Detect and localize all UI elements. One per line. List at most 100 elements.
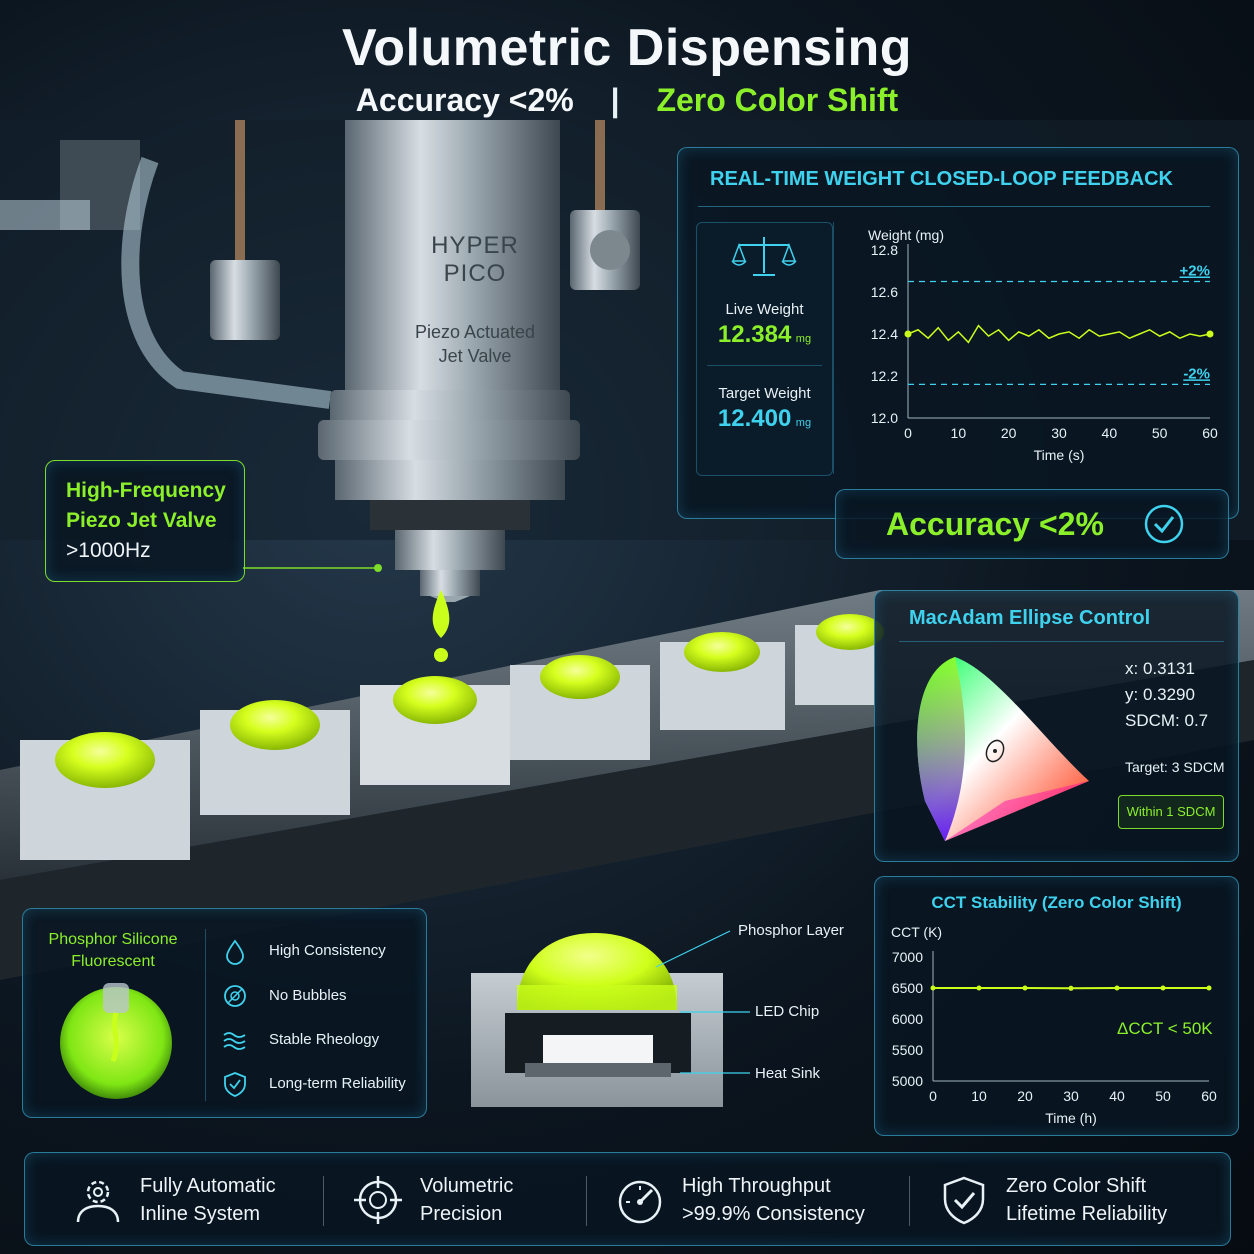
cct-panel: CCT Stability (Zero Color Shift) 5000 550… bbox=[874, 876, 1239, 1136]
x-tick-label: 40 bbox=[1102, 425, 1118, 441]
bottom-item-line2: Precision bbox=[420, 1203, 503, 1225]
bottom-item-line2: Inline System bbox=[140, 1203, 261, 1225]
x-tick-label: 50 bbox=[1155, 1088, 1171, 1104]
weight-panel-divider bbox=[698, 206, 1210, 207]
bottom-item-line1: Zero Color Shift bbox=[1006, 1175, 1147, 1197]
accuracy-badge-text: Accuracy <2% bbox=[886, 506, 1104, 542]
macadam-x: x: 0.3131 bbox=[1125, 659, 1195, 678]
x-tick-label: 60 bbox=[1201, 1088, 1217, 1104]
y-axis-label: Weight (mg) bbox=[868, 227, 944, 243]
phosphor-dish-image bbox=[60, 983, 172, 1099]
subtitle-separator: | bbox=[610, 82, 620, 118]
target-weight-value: 12.400 bbox=[717, 405, 792, 432]
macadam-panel: MacAdam Ellipse Control x: 0.3131 y: 0.3… bbox=[874, 590, 1239, 862]
bottom-divider bbox=[909, 1176, 910, 1226]
weight-readout-box: Live Weight 12.384 mg Target Weight 12.4… bbox=[696, 222, 833, 476]
data-point bbox=[930, 985, 936, 991]
bottom-item-throughput: High Throughput >99.9% Consistency bbox=[614, 1160, 865, 1240]
feature-label: Long-term Reliability bbox=[269, 1075, 406, 1092]
feature-label: Stable Rheology bbox=[269, 1031, 380, 1048]
valve-callout: High-Frequency Piezo Jet Valve >1000Hz bbox=[45, 460, 245, 582]
valve-callout-line2: Piezo Jet Valve bbox=[66, 509, 217, 532]
cie-diagram bbox=[917, 657, 1089, 841]
x-tick-label: 20 bbox=[1001, 425, 1017, 441]
x-axis-label: Time (s) bbox=[1034, 447, 1085, 463]
led-diagram-leaders bbox=[655, 930, 750, 1074]
check-circle-icon bbox=[1144, 504, 1184, 544]
valve-callout-line3: >1000Hz bbox=[66, 539, 151, 562]
live-weight-unit: mg bbox=[795, 333, 812, 345]
x-tick-label: 0 bbox=[904, 425, 912, 441]
macadam-target: Target: 3 SDCM bbox=[1125, 759, 1225, 775]
x-axis-label: Time (h) bbox=[1045, 1110, 1097, 1126]
valve-brand-line1: HYPER bbox=[431, 232, 519, 259]
bottom-divider bbox=[586, 1176, 587, 1226]
data-point bbox=[1206, 985, 1212, 991]
weight-feedback-panel: REAL-TIME WEIGHT CLOSED-LOOP FEEDBACK Li… bbox=[677, 147, 1239, 519]
x-tick-label: 50 bbox=[1152, 425, 1168, 441]
valve-model-line2: Jet Valve bbox=[438, 346, 512, 366]
phosphor-title-line2: Fluorescent bbox=[71, 953, 155, 970]
accuracy-badge: Accuracy <2% bbox=[835, 489, 1229, 559]
bottom-divider bbox=[323, 1176, 324, 1226]
shield-check-icon bbox=[943, 1176, 985, 1225]
x-tick-label: 10 bbox=[971, 1088, 987, 1104]
series-line bbox=[907, 324, 1211, 344]
valve-brand-line2: PICO bbox=[443, 260, 507, 287]
y-tick-label: 12.0 bbox=[871, 410, 898, 426]
macadam-divider bbox=[899, 641, 1224, 642]
x-tick-label: 0 bbox=[929, 1088, 937, 1104]
subtitle-accuracy: Accuracy <2% bbox=[355, 82, 574, 118]
heat-sink-label: Heat Sink bbox=[755, 1065, 821, 1082]
target-weight-readout: 12.400 mg bbox=[697, 405, 832, 433]
delta-cct: ΔCCT < 50K bbox=[1117, 1019, 1213, 1038]
y-tick-label: 5500 bbox=[892, 1042, 923, 1058]
macadam-sdcm: SDCM: 0.7 bbox=[1125, 711, 1209, 730]
cct-title: CCT Stability (Zero Color Shift) bbox=[931, 893, 1182, 912]
feature-label: High Consistency bbox=[269, 942, 386, 959]
phosphor-divider bbox=[205, 929, 206, 1101]
x-tick-label: 30 bbox=[1051, 425, 1067, 441]
phosphor-panel: Phosphor Silicone Fluorescent High Consi… bbox=[22, 908, 427, 1118]
tolerance-label: +2% bbox=[1180, 263, 1210, 280]
bottom-item-line1: Fully Automatic bbox=[140, 1175, 276, 1197]
feature-item: High Consistency bbox=[221, 937, 421, 967]
x-tick-label: 60 bbox=[1202, 425, 1218, 441]
valve-callout-line1: High-Frequency bbox=[66, 479, 226, 502]
within-sdcm-badge: Within 1 SDCM bbox=[1118, 795, 1224, 829]
phosphor-layer-label: Phosphor Layer bbox=[738, 922, 844, 939]
x-tick-label: 40 bbox=[1109, 1088, 1125, 1104]
data-point bbox=[976, 985, 982, 991]
gear-person-icon bbox=[76, 1180, 120, 1223]
subtitle-color-shift: Zero Color Shift bbox=[656, 82, 899, 118]
y-axis-label: CCT (K) bbox=[891, 924, 942, 940]
valve-model-line1: Piezo Actuated bbox=[414, 322, 536, 342]
no-bubbles-icon bbox=[224, 985, 246, 1007]
feature-item: No Bubbles bbox=[221, 982, 421, 1012]
bottom-item-line1: Volumetric bbox=[420, 1175, 514, 1197]
valve-callout-leader bbox=[243, 564, 382, 572]
chart-divider bbox=[833, 222, 834, 474]
phosphor-title-line1: Phosphor Silicone bbox=[48, 931, 178, 948]
valve-brand: HYPER PICO bbox=[400, 232, 550, 288]
data-point bbox=[904, 330, 912, 338]
y-tick-label: 12.8 bbox=[871, 242, 898, 258]
crosshair-icon bbox=[354, 1176, 402, 1224]
bottom-item-automatic: Fully Automatic Inline System bbox=[72, 1160, 276, 1240]
live-weight-label: Live Weight bbox=[725, 301, 804, 318]
bottom-item-line2: Lifetime Reliability bbox=[1006, 1203, 1168, 1225]
target-weight-unit: mg bbox=[795, 417, 812, 429]
feature-item: Long-term Reliability bbox=[221, 1070, 421, 1100]
y-tick-label: 5000 bbox=[892, 1073, 923, 1089]
droplet-icon bbox=[226, 939, 244, 965]
y-tick-label: 6500 bbox=[892, 980, 923, 996]
led-chip-label: LED Chip bbox=[755, 1003, 820, 1020]
y-tick-label: 6000 bbox=[892, 1011, 923, 1027]
y-tick-label: 12.2 bbox=[871, 368, 898, 384]
valve-model: Piezo Actuated Jet Valve bbox=[405, 320, 545, 368]
data-point bbox=[1068, 985, 1074, 991]
bottom-item-line1: High Throughput bbox=[682, 1175, 831, 1197]
macadam-title: MacAdam Ellipse Control bbox=[909, 607, 1151, 629]
live-weight-value: 12.384 bbox=[717, 321, 792, 348]
live-weight-readout: 12.384 mg bbox=[697, 321, 832, 349]
